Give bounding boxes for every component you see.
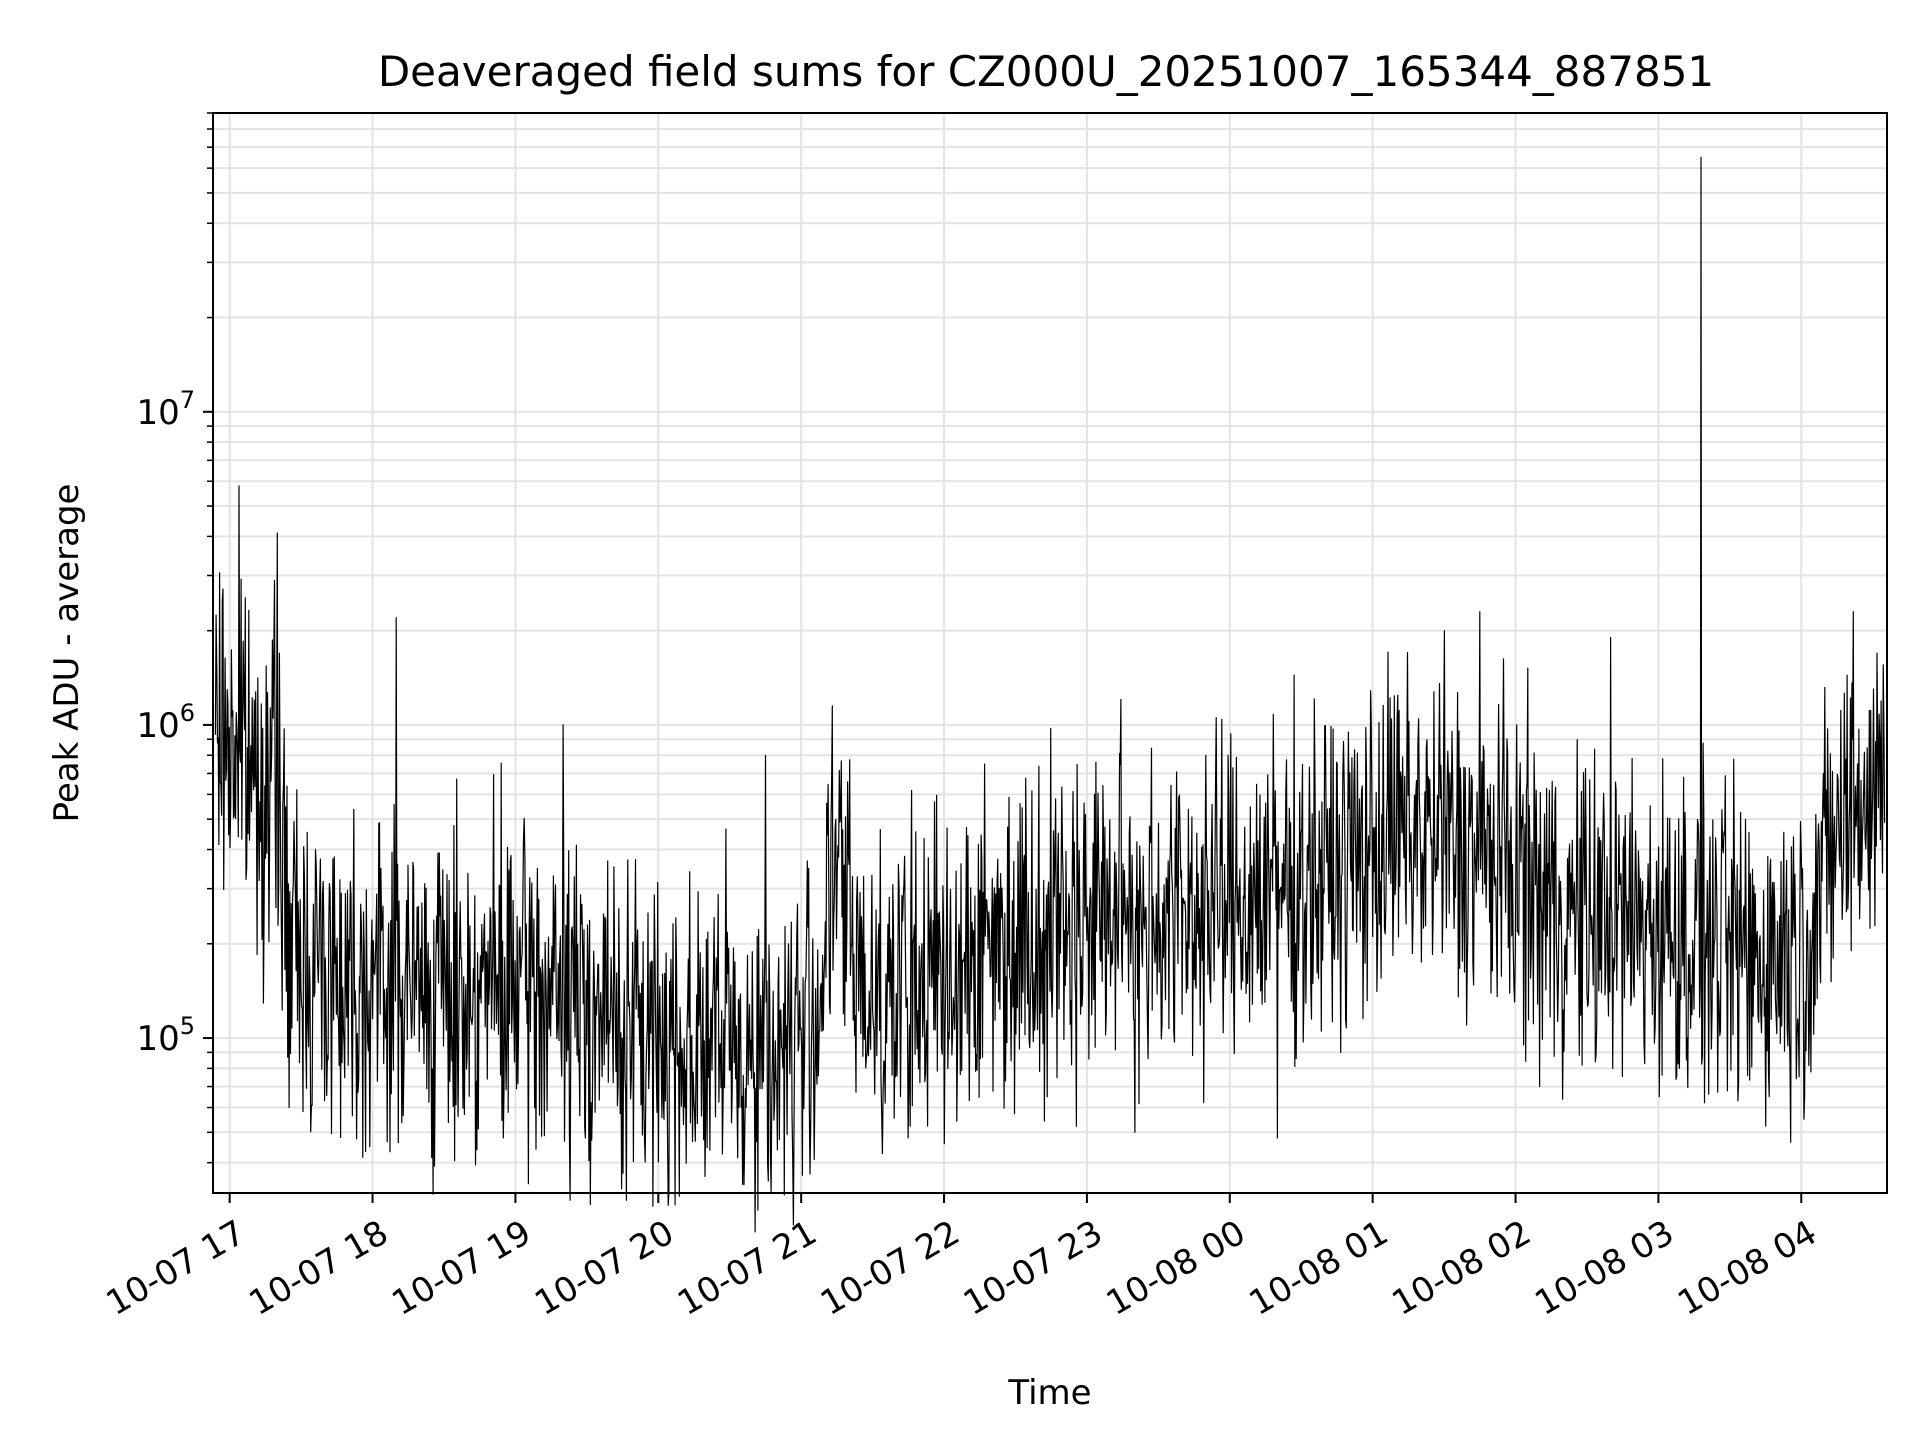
y-tick-label: 106 <box>136 699 195 746</box>
data-series <box>214 156 1886 1233</box>
x-axis-label: Time <box>1007 1373 1091 1413</box>
chart-title: Deaveraged field sums for CZ000U_2025100… <box>378 47 1714 96</box>
y-tick-label: 107 <box>136 386 195 433</box>
y-axis-label: Peak ADU - average <box>47 484 87 823</box>
plot-frame <box>212 112 1888 1194</box>
y-axis: 105 106 107 <box>136 112 213 1164</box>
series-line <box>214 156 1886 1233</box>
y-tick-label: 105 <box>136 1012 195 1059</box>
